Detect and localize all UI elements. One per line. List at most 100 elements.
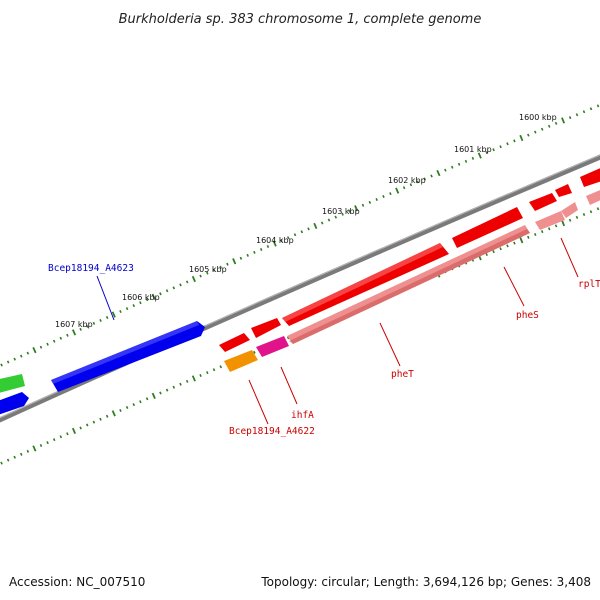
- label-ihfA: ihfA: [291, 410, 314, 421]
- label-pheS: pheS: [516, 310, 539, 321]
- inner-ruler-minor-tick: [159, 391, 162, 395]
- outer-ruler-minor-tick: [327, 218, 331, 222]
- outer-ruler-major-tick: [313, 222, 318, 230]
- inner-ruler-minor-tick: [39, 443, 43, 448]
- inner-ruler-minor-tick: [66, 432, 69, 436]
- outer-ruler-minor-tick: [206, 271, 209, 275]
- outer-ruler-major-tick: [395, 187, 400, 194]
- outer-ruler-minor-tick: [527, 133, 530, 137]
- outer-ruler-minor-tick: [568, 116, 572, 120]
- outer-ruler-minor-tick: [444, 168, 447, 172]
- outer-ruler-minor-tick: [575, 113, 579, 117]
- inner-ruler-minor-tick: [596, 207, 600, 211]
- ruler-label-1605: 1605 kbp: [189, 265, 227, 274]
- leader-pheS: [503, 266, 525, 307]
- outer-ruler-major-tick: [561, 117, 566, 124]
- outer-ruler-minor-tick: [506, 142, 509, 146]
- inner-ruler-minor-tick: [492, 250, 495, 254]
- inner-ruler-minor-tick: [547, 227, 551, 231]
- inner-ruler-minor-tick: [575, 215, 579, 219]
- inner-ruler-minor-tick: [582, 212, 586, 217]
- outer-ruler-minor-tick: [105, 315, 109, 320]
- outer-ruler-major-tick: [71, 329, 77, 336]
- outer-ruler-minor-tick: [416, 180, 420, 184]
- map-title: Burkholderia sp. 383 chromosome 1, compl…: [119, 12, 482, 27]
- gene-red-1[interactable]: [219, 333, 250, 352]
- inner-ruler-minor-tick: [85, 423, 89, 427]
- leader-pheT: [379, 322, 401, 367]
- outer-ruler-minor-tick: [485, 151, 488, 155]
- gene-bcep18194-a4622[interactable]: [224, 350, 258, 372]
- outer-ruler-major-tick: [477, 152, 482, 159]
- inner-ruler-minor-tick: [253, 350, 256, 354]
- outer-ruler-minor-tick: [145, 298, 149, 302]
- gene-red-4[interactable]: [452, 207, 523, 248]
- outer-ruler-minor-tick: [533, 130, 537, 134]
- outer-ruler-minor-tick: [6, 360, 10, 364]
- inner-ruler-major-tick: [519, 237, 524, 244]
- ruler-label-1604: 1604 kbp: [256, 236, 294, 245]
- inner-ruler-minor-tick: [172, 385, 176, 389]
- outer-ruler-minor-tick: [179, 283, 182, 287]
- inner-ruler-major-tick: [191, 375, 196, 382]
- gene-red-5[interactable]: [529, 193, 557, 211]
- inner-ruler-minor-tick: [506, 244, 509, 248]
- inner-ruler-minor-tick: [165, 388, 169, 392]
- inner-ruler-minor-tick: [6, 458, 10, 462]
- outer-ruler-minor-tick: [172, 286, 176, 290]
- outer-ruler-minor-tick: [341, 212, 344, 216]
- inner-ruler-minor-tick: [79, 426, 82, 430]
- gene-rplT[interactable]: [586, 188, 600, 205]
- gene-red-2[interactable]: [251, 318, 281, 338]
- leader-rplT: [560, 237, 579, 278]
- reverse-strand-features: [219, 166, 600, 352]
- outer-ruler-minor-tick: [226, 262, 229, 266]
- outer-ruler-minor-tick: [409, 183, 413, 187]
- gene-red-7[interactable]: [580, 166, 600, 187]
- gene-pheS-2[interactable]: [561, 202, 578, 218]
- inner-ruler-minor-tick: [206, 371, 209, 375]
- outer-ruler-minor-tick: [59, 336, 63, 340]
- outer-ruler-minor-tick: [159, 292, 162, 296]
- outer-ruler-minor-tick: [259, 247, 263, 252]
- inner-ruler-minor-tick: [105, 414, 109, 418]
- outer-ruler-minor-tick: [382, 194, 385, 199]
- gene-ihfA[interactable]: [256, 336, 289, 357]
- outer-ruler-minor-tick: [582, 110, 586, 114]
- gene-bcep18194-a4623-shade: [51, 321, 199, 384]
- inner-ruler-minor-tick: [99, 417, 102, 421]
- outer-ruler-minor-tick: [185, 280, 189, 284]
- inner-ruler-minor-tick: [485, 252, 488, 257]
- gene-red-6[interactable]: [555, 184, 572, 197]
- outer-ruler-major-tick: [191, 275, 196, 283]
- ruler-label-1600: 1600 kbp: [519, 113, 557, 122]
- inner-ruler-major-tick: [32, 445, 37, 452]
- chromosome-backbone: [0, 154, 600, 423]
- gene-pheS[interactable]: [535, 211, 565, 230]
- inner-ruler-minor-tick: [59, 435, 63, 439]
- outer-ruler-minor-tick: [79, 327, 82, 331]
- inner-ruler-minor-tick: [92, 420, 96, 424]
- outer-ruler-minor-tick: [19, 354, 23, 358]
- ruler-label-1603: 1603 kbp: [322, 207, 360, 216]
- inner-ruler-major-tick: [561, 219, 566, 227]
- inner-ruler-minor-tick: [199, 373, 202, 378]
- outer-ruler-minor-tick: [430, 174, 433, 178]
- reverse-strand-lower-features: [224, 188, 600, 372]
- inner-ruler-minor-tick: [554, 224, 558, 228]
- outer-ruler-minor-tick: [246, 253, 249, 257]
- ruler-label-1606: 1606 kbp: [122, 293, 160, 302]
- outer-ruler-minor-tick: [464, 159, 468, 163]
- outer-ruler-minor-tick: [307, 227, 310, 231]
- outer-ruler-minor-tick: [389, 192, 392, 196]
- outer-ruler-minor-tick: [26, 351, 30, 355]
- gene-blue-partial[interactable]: [0, 392, 29, 416]
- gene-green-forward[interactable]: [0, 374, 25, 394]
- outer-ruler-minor-tick: [375, 197, 378, 202]
- inner-ruler-major-tick: [71, 427, 77, 434]
- outer-ruler-minor-tick: [0, 363, 3, 367]
- outer-ruler-major-tick: [111, 311, 116, 318]
- gene-bcep18194-a4623[interactable]: [51, 321, 205, 392]
- inner-ruler-minor-tick: [527, 235, 530, 239]
- outer-ruler-minor-tick: [540, 127, 544, 131]
